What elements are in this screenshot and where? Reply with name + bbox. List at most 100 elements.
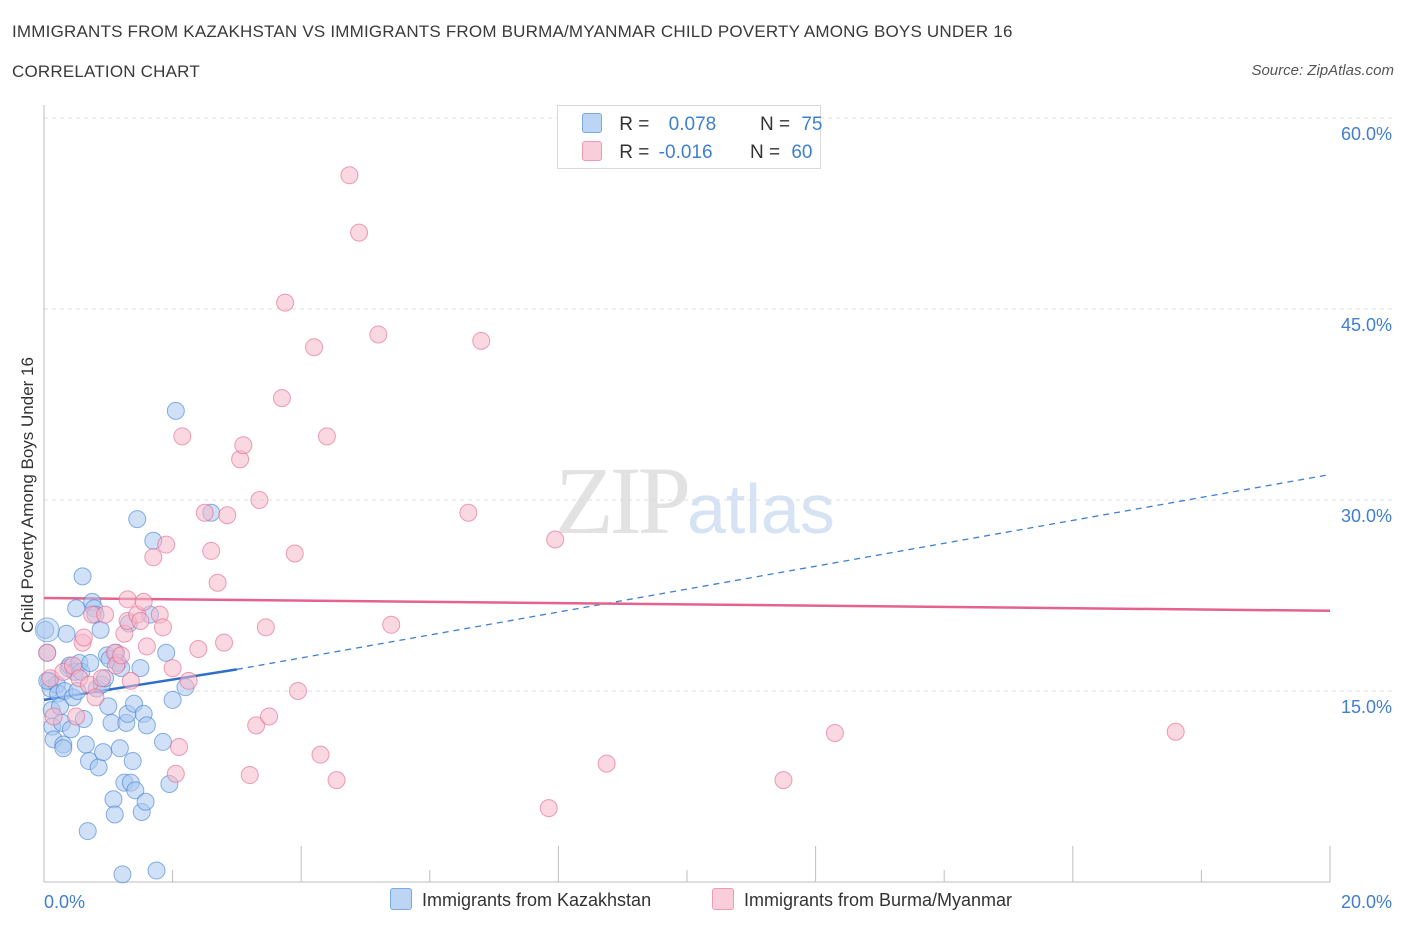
data-point [260, 707, 279, 726]
r-value: -0.016 [658, 142, 713, 163]
burma-swatch [582, 141, 602, 161]
data-point [110, 739, 129, 758]
kazakhstan-swatch [582, 113, 602, 133]
r-value: 0.078 [668, 114, 717, 135]
legend-item-kazakhstan: Immigrants from Kazakhstan [390, 888, 651, 911]
data-point [86, 688, 105, 707]
r-label: R = [619, 114, 650, 135]
data-point [153, 732, 172, 751]
data-point [166, 401, 185, 420]
data-point [136, 792, 155, 811]
data-point [104, 790, 123, 809]
data-point [215, 633, 234, 652]
source-credit: Source: ZipAtlas.com [1251, 62, 1394, 79]
data-point [340, 166, 359, 185]
data-points [34, 166, 1185, 884]
data-point [147, 861, 166, 880]
data-point [285, 544, 304, 563]
tick-labels: 15.0% 30.0% 45.0% 60.0% 0.0% 20.0% [44, 124, 1392, 912]
stats-legend-row-kazakhstan: R = 0.078 N = 75 [582, 113, 822, 137]
data-point [121, 671, 140, 690]
data-point [272, 389, 291, 408]
data-point [240, 766, 259, 785]
kazakhstan-legend-swatch [390, 888, 412, 910]
data-point [173, 427, 192, 446]
n-label: N = [759, 114, 791, 135]
data-point [546, 530, 565, 549]
data-point [67, 599, 86, 618]
legend-label: Immigrants from Burma/Myanmar [744, 890, 1013, 910]
burma-trend-line [43, 596, 1331, 613]
data-point [113, 865, 132, 884]
data-point [163, 690, 182, 709]
data-point [57, 624, 76, 643]
data-point [123, 752, 142, 771]
data-point [472, 331, 491, 350]
data-point [202, 541, 221, 560]
data-point [131, 611, 150, 630]
data-point [195, 503, 214, 522]
watermark-atlas: atlas [687, 470, 835, 548]
data-point [91, 620, 110, 639]
n-value: 60 [791, 142, 813, 163]
data-point [96, 605, 115, 624]
data-point [34, 617, 60, 643]
data-point [137, 716, 156, 735]
legend-item-burma: Immigrants from Burma/Myanmar [712, 888, 1012, 911]
data-point [157, 643, 176, 662]
data-point [44, 707, 63, 726]
data-point [118, 590, 137, 609]
data-point [76, 735, 95, 754]
y-axis-label: Child Poverty Among Boys Under 16 [18, 357, 37, 633]
data-point [137, 637, 156, 656]
y-tick-label: 60.0% [1341, 124, 1392, 144]
n-value: 75 [801, 114, 823, 135]
data-point [92, 669, 111, 688]
axes [43, 105, 1331, 883]
data-point [128, 510, 147, 529]
data-point [288, 682, 307, 700]
data-point [825, 724, 844, 743]
n-label: N = [749, 142, 781, 163]
data-point [250, 491, 269, 509]
data-point [112, 646, 131, 665]
chart-subtitle: CORRELATION CHART [12, 62, 200, 81]
data-point [134, 592, 153, 611]
data-point [166, 764, 185, 783]
burma-points [38, 166, 1185, 818]
trend-lines [43, 473, 1331, 702]
data-point [157, 535, 176, 554]
data-point [382, 615, 401, 634]
data-point [74, 628, 93, 647]
data-point [208, 573, 227, 592]
data-point [54, 739, 73, 758]
data-point [144, 548, 163, 567]
legend-label: Immigrants from Kazakhstan [422, 890, 652, 910]
data-point [126, 781, 145, 800]
data-point [459, 503, 478, 522]
data-point [131, 659, 150, 678]
data-point [170, 738, 189, 757]
data-point [247, 716, 266, 735]
data-point [67, 707, 86, 726]
data-point [89, 758, 108, 777]
data-point [73, 567, 92, 586]
x-tick-label: 0.0% [44, 892, 85, 912]
data-point [311, 745, 330, 764]
data-point [234, 436, 253, 455]
burma-legend-swatch [712, 888, 734, 910]
stats-legend-row-burma: R = -0.016 N = 60 [582, 141, 812, 165]
stats-legend: R = 0.078 N = 75 R = -0.016 N = 60 [557, 105, 822, 169]
chart-title: IMMIGRANTS FROM KAZAKHSTAN VS IMMIGRANTS… [12, 22, 1013, 41]
data-point [774, 771, 793, 790]
data-point [597, 754, 616, 773]
y-tick-label: 30.0% [1341, 506, 1392, 526]
kazakhstan-trend-extension [236, 473, 1331, 670]
data-point [36, 620, 55, 639]
series-legend: Immigrants from Kazakhstan Immigrants fr… [0, 888, 1406, 916]
data-point [276, 293, 295, 312]
data-point [350, 223, 369, 242]
data-point [1166, 722, 1185, 741]
data-point [179, 671, 198, 690]
